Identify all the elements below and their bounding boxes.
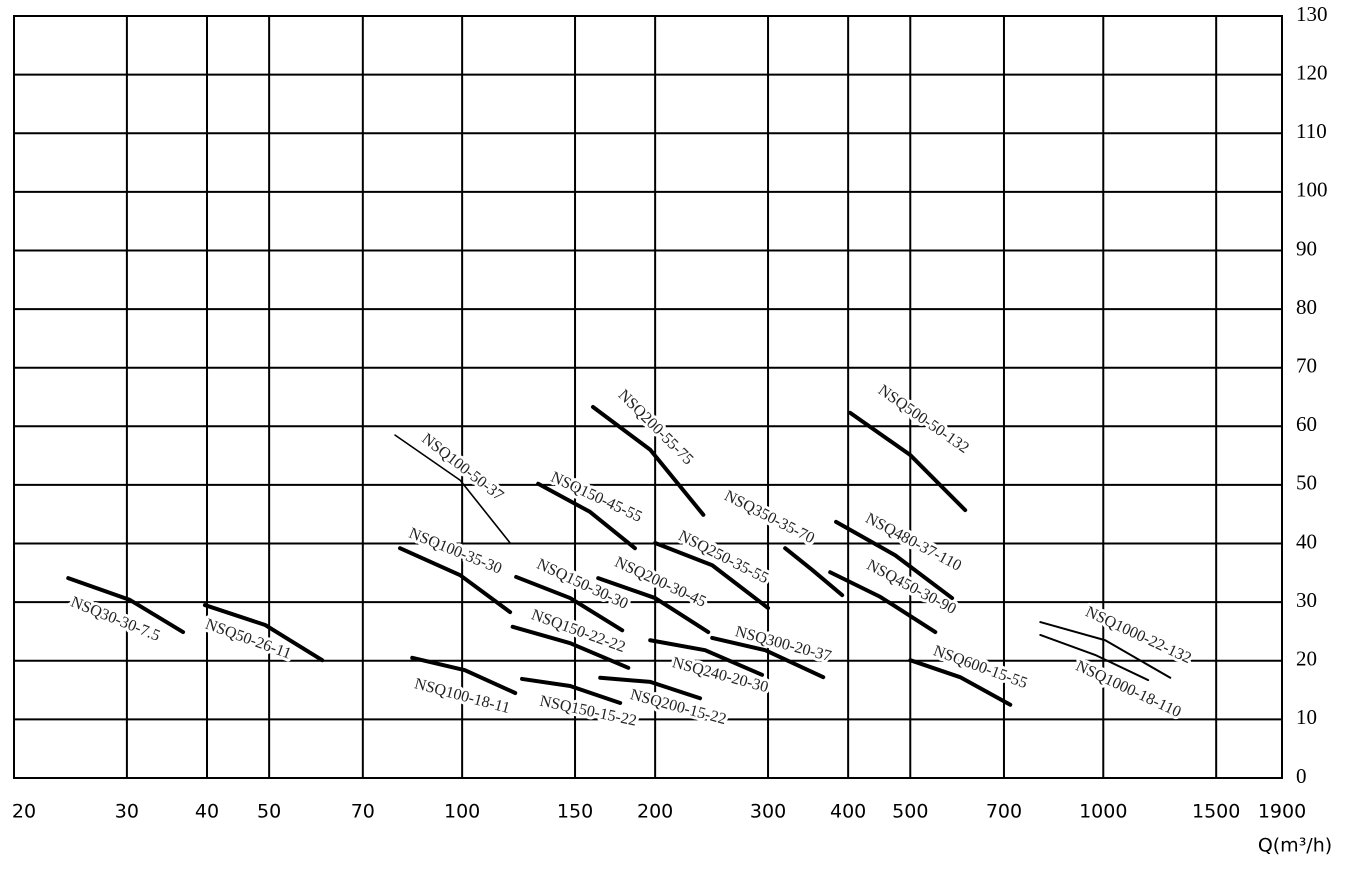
pump-curve	[510, 624, 631, 670]
curve-label: NSQ1000-18-110	[1073, 657, 1184, 721]
pump-curve	[1039, 621, 1172, 679]
x-tick-label: 1000	[1079, 801, 1127, 823]
x-tick-label: 40	[195, 801, 219, 823]
y-tick-label: 20	[1296, 647, 1317, 671]
x-tick-label: 1900	[1258, 801, 1306, 823]
x-tick-label: 70	[351, 801, 375, 823]
y-tick-label: 30	[1296, 588, 1317, 612]
pump-curve	[648, 638, 765, 677]
pump-curve	[66, 576, 186, 635]
y-tick-label: 120	[1296, 60, 1328, 84]
pump-curve	[1039, 633, 1150, 682]
pump-curve	[514, 574, 625, 633]
pump-curve	[536, 481, 637, 551]
y-tick-label: 80	[1296, 295, 1317, 319]
y-tick-label: 10	[1296, 705, 1317, 729]
x-tick-label: 200	[637, 801, 673, 823]
pump-curve	[908, 658, 1013, 707]
curve-label: NSQ50-26-11	[203, 616, 293, 663]
x-tick-label: 500	[892, 801, 928, 823]
x-tick-label: 300	[750, 801, 786, 823]
y-tick-label: 110	[1296, 119, 1327, 143]
pump-curve	[710, 635, 826, 680]
curve-label: NSQ100-35-30	[406, 525, 504, 578]
y-tick-label: 0	[1296, 764, 1307, 788]
x-tick-label: 400	[830, 801, 866, 823]
pump-curve	[828, 570, 938, 635]
pump-curve	[834, 519, 955, 601]
pump-curve	[202, 603, 325, 663]
x-tick-label: 20	[12, 801, 36, 823]
curve-label: NSQ350-35-70	[722, 487, 818, 547]
x-tick-label: 100	[444, 801, 480, 823]
pump-curve	[394, 434, 511, 544]
pump-curve	[398, 546, 513, 615]
pump-curve	[596, 576, 711, 635]
y-tick-label: 40	[1296, 529, 1317, 553]
pump-curve	[591, 404, 706, 517]
y-tick-label: 130	[1296, 2, 1328, 26]
y-tick-label: 70	[1296, 354, 1317, 378]
curve-label: NSQ600-15-55	[931, 642, 1030, 692]
x-tick-label: 30	[115, 801, 139, 823]
curve-label: NSQ150-15-22	[538, 693, 638, 730]
y-tick-label: 60	[1296, 412, 1317, 436]
pump-curve	[653, 540, 771, 611]
x-axis-label: Q(m³/h)	[1258, 835, 1332, 857]
x-tick-label: 700	[986, 801, 1022, 823]
pump-curve	[520, 676, 623, 705]
pump-curve	[848, 410, 968, 513]
pump-curve	[783, 546, 845, 598]
pump-curve	[598, 675, 703, 701]
x-tick-label: 1500	[1192, 801, 1240, 823]
pump-curve	[410, 655, 518, 696]
y-tick-label: 100	[1296, 178, 1328, 202]
y-tick-label: 50	[1296, 471, 1317, 495]
x-tick-label: 150	[557, 801, 593, 823]
x-tick-label: 50	[257, 801, 281, 823]
y-tick-label: 90	[1296, 236, 1317, 260]
curve-label: NSQ500-50-132	[875, 382, 972, 457]
